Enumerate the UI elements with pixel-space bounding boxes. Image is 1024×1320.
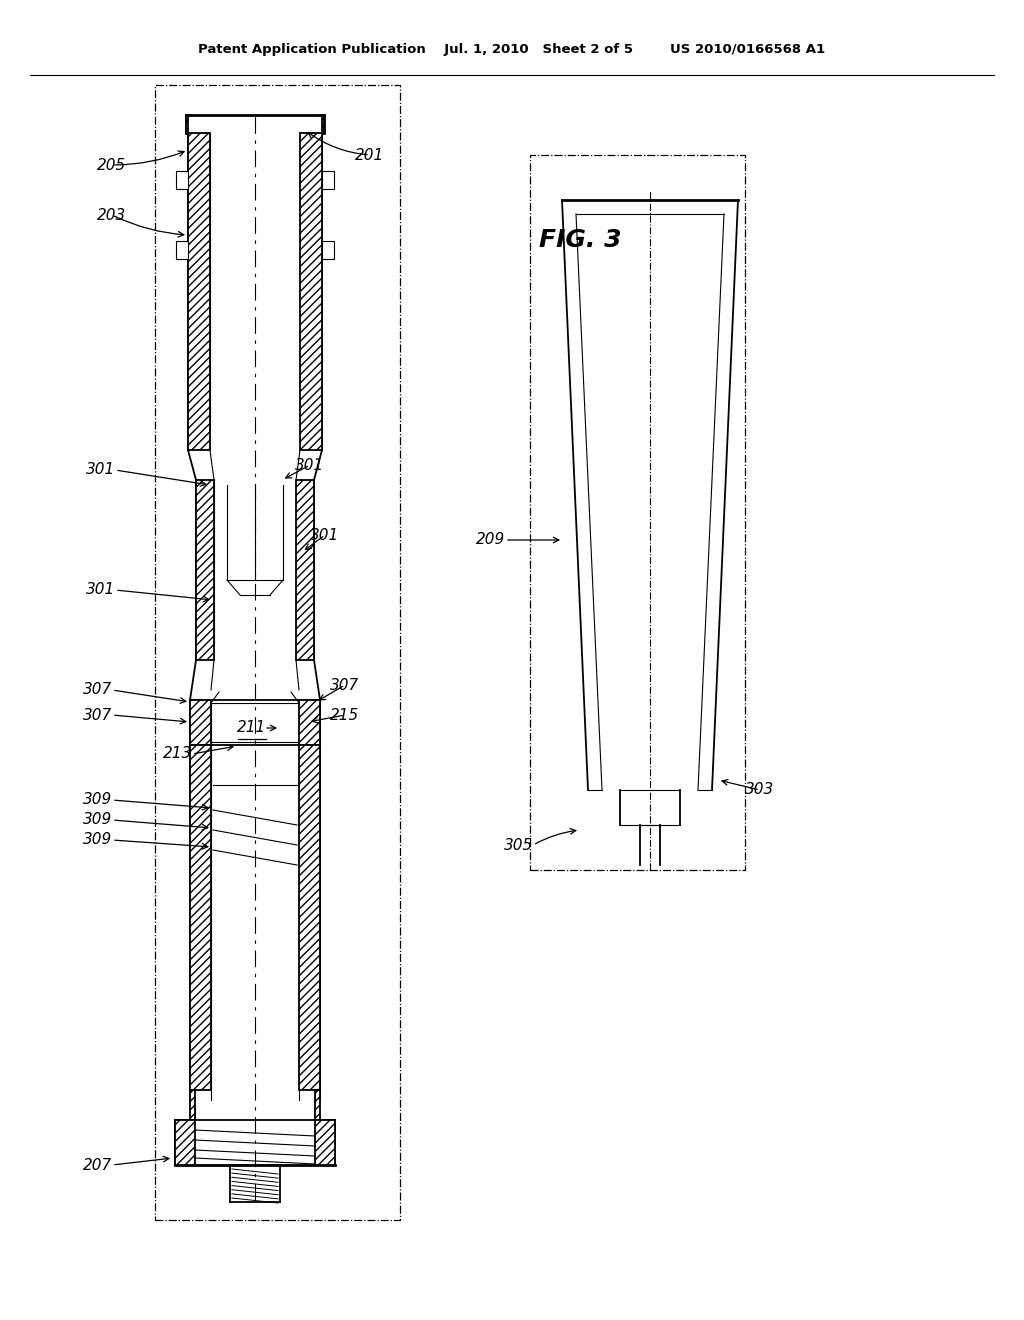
Bar <box>190 744 211 1090</box>
Bar <box>299 744 319 1090</box>
Text: 301: 301 <box>86 582 115 598</box>
Bar <box>296 480 314 660</box>
Bar <box>315 1090 319 1119</box>
Bar <box>315 1119 335 1166</box>
Bar <box>176 242 188 259</box>
Text: 205: 205 <box>97 157 127 173</box>
Bar <box>300 133 322 450</box>
Bar <box>175 1119 195 1166</box>
Text: 307: 307 <box>83 708 112 722</box>
Text: 309: 309 <box>83 792 112 808</box>
Bar <box>322 172 334 189</box>
Text: 207: 207 <box>83 1158 112 1172</box>
Text: 309: 309 <box>83 813 112 828</box>
Text: 303: 303 <box>745 783 774 797</box>
Text: 215: 215 <box>331 708 359 722</box>
Text: 203: 203 <box>97 207 127 223</box>
Text: FIG. 3: FIG. 3 <box>539 228 622 252</box>
Bar <box>322 115 324 133</box>
Text: 301: 301 <box>86 462 115 478</box>
Bar <box>322 242 334 259</box>
Text: 213: 213 <box>163 747 193 762</box>
Text: 211: 211 <box>238 721 266 735</box>
Bar <box>299 700 319 744</box>
Text: 305: 305 <box>504 837 534 853</box>
Text: 209: 209 <box>476 532 505 548</box>
Text: 309: 309 <box>83 833 112 847</box>
Text: 301: 301 <box>310 528 340 543</box>
Text: Patent Application Publication    Jul. 1, 2010   Sheet 2 of 5        US 2010/016: Patent Application Publication Jul. 1, 2… <box>199 44 825 57</box>
Bar <box>190 1090 195 1119</box>
Text: 201: 201 <box>355 148 385 162</box>
Text: 301: 301 <box>295 458 325 473</box>
Bar <box>190 700 211 744</box>
Bar <box>186 115 188 133</box>
Bar <box>188 133 210 450</box>
Text: 307: 307 <box>83 682 112 697</box>
Text: 307: 307 <box>331 677 359 693</box>
Bar <box>176 172 188 189</box>
Bar <box>196 480 214 660</box>
